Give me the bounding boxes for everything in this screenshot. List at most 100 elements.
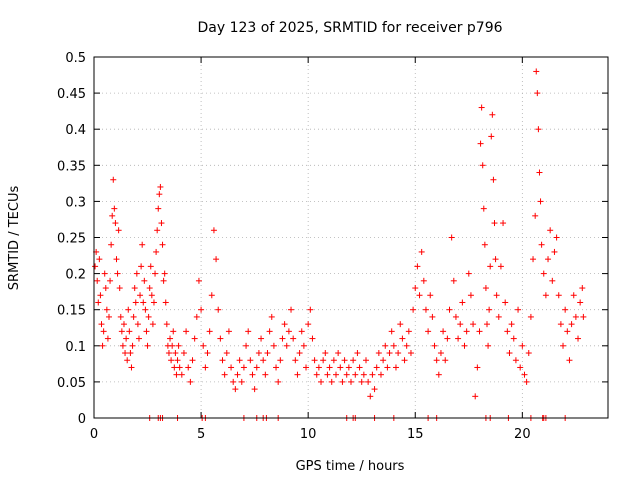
data-point xyxy=(407,350,414,357)
x-tick-label: 0 xyxy=(90,427,98,442)
data-point xyxy=(476,328,483,335)
y-tick-label: 0.25 xyxy=(57,232,86,247)
data-point xyxy=(123,335,130,342)
data-point xyxy=(483,321,490,328)
data-point xyxy=(326,364,333,371)
data-point xyxy=(463,328,470,335)
data-point xyxy=(337,364,344,371)
data-point xyxy=(150,299,157,306)
data-point xyxy=(533,68,540,75)
data-point xyxy=(159,241,166,248)
data-point xyxy=(172,350,179,357)
data-point xyxy=(109,212,116,219)
data-point xyxy=(542,292,549,299)
data-point xyxy=(553,234,560,241)
data-point xyxy=(545,256,552,263)
data-point xyxy=(333,371,340,378)
data-point xyxy=(167,335,174,342)
data-point xyxy=(477,140,484,147)
data-point xyxy=(148,292,155,299)
data-point xyxy=(240,364,247,371)
data-point xyxy=(538,241,545,248)
data-point xyxy=(253,364,260,371)
data-point xyxy=(200,342,207,349)
data-point xyxy=(219,357,226,364)
data-point xyxy=(185,364,192,371)
data-point xyxy=(262,371,269,378)
data-point xyxy=(162,299,169,306)
data-point xyxy=(245,328,252,335)
data-point xyxy=(401,357,408,364)
data-point xyxy=(440,328,447,335)
data-point xyxy=(320,357,327,364)
data-point xyxy=(243,342,250,349)
data-point xyxy=(425,328,432,335)
data-point xyxy=(448,234,455,241)
data-point xyxy=(345,364,352,371)
data-point xyxy=(217,335,224,342)
data-point xyxy=(189,357,196,364)
data-point xyxy=(519,342,526,349)
data-point xyxy=(322,350,329,357)
data-point xyxy=(485,342,492,349)
data-point xyxy=(410,306,417,313)
data-point xyxy=(446,306,453,313)
data-point xyxy=(551,248,558,255)
data-point xyxy=(260,357,267,364)
data-point xyxy=(399,335,406,342)
data-point xyxy=(557,321,564,328)
data-point xyxy=(532,212,539,219)
data-point xyxy=(273,364,280,371)
data-point xyxy=(221,371,228,378)
data-point xyxy=(330,357,337,364)
y-tick-label: 0.1 xyxy=(65,340,86,355)
data-point xyxy=(281,321,288,328)
data-point xyxy=(367,393,374,400)
data-point xyxy=(422,306,429,313)
data-point xyxy=(382,342,389,349)
data-point xyxy=(521,371,528,378)
data-point xyxy=(452,313,459,320)
data-point xyxy=(118,328,125,335)
data-point xyxy=(530,256,537,263)
data-point xyxy=(128,364,135,371)
data-point xyxy=(482,285,489,292)
data-points xyxy=(92,68,587,421)
data-point xyxy=(579,285,586,292)
data-point xyxy=(126,328,133,335)
data-point xyxy=(129,342,136,349)
data-point xyxy=(390,342,397,349)
data-point xyxy=(124,357,131,364)
data-point xyxy=(117,313,124,320)
data-point xyxy=(315,364,322,371)
data-point xyxy=(160,277,167,284)
data-point xyxy=(139,241,146,248)
data-point xyxy=(403,342,410,349)
data-point xyxy=(149,321,156,328)
data-point xyxy=(508,321,515,328)
data-point xyxy=(540,270,547,277)
data-point xyxy=(486,306,493,313)
data-point xyxy=(437,350,444,357)
data-point xyxy=(510,335,517,342)
data-point xyxy=(488,133,495,140)
data-point xyxy=(495,313,502,320)
data-point xyxy=(442,357,449,364)
data-point xyxy=(158,220,165,227)
data-point xyxy=(152,270,159,277)
data-point xyxy=(547,227,554,234)
data-point xyxy=(562,306,569,313)
data-point xyxy=(339,378,346,385)
data-point xyxy=(104,335,111,342)
data-point xyxy=(490,176,497,183)
data-point xyxy=(112,220,119,227)
data-point xyxy=(566,357,573,364)
data-point xyxy=(517,364,524,371)
data-point xyxy=(500,220,507,227)
data-point xyxy=(116,285,123,292)
data-point xyxy=(97,292,104,299)
data-point xyxy=(193,313,200,320)
data-point xyxy=(103,306,110,313)
data-point xyxy=(165,350,172,357)
